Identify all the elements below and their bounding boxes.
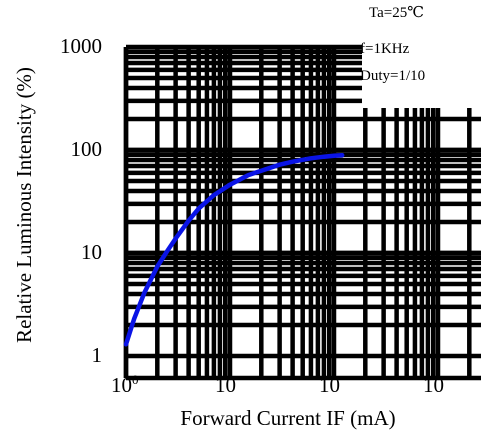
x-tick-label-1: 10 (215, 373, 236, 397)
x-tick-label-2: 10 (319, 373, 340, 397)
annotation-box (362, 40, 481, 108)
series-line-0 (123, 152, 345, 347)
y-tick-label-0: 1 (92, 343, 103, 367)
x-axis-label: Forward Current IF (mA) (180, 406, 395, 430)
grid-lines (123, 44, 481, 381)
x-tick-label-0: 100 (111, 372, 139, 397)
y-tick-label-3: 1000 (60, 34, 102, 58)
y-tick-labels: 1 10 100 1000 (60, 34, 102, 367)
x-tick-labels: 100 10 10 10 (111, 372, 444, 397)
annotation-0: Ta=25℃ (369, 5, 424, 21)
annotations: Ta=25℃ f=1KHz Duty=1/10 (360, 5, 425, 84)
annotation-1: f=1KHz (360, 41, 410, 57)
y-tick-label-1: 10 (81, 240, 102, 264)
data-series (123, 152, 345, 347)
y-axis-label: Relative Luminous Intensity (%) (12, 67, 36, 343)
y-tick-label-2: 100 (71, 137, 103, 161)
annotation-2: Duty=1/10 (360, 68, 425, 84)
x-tick-label-3: 10 (423, 373, 444, 397)
